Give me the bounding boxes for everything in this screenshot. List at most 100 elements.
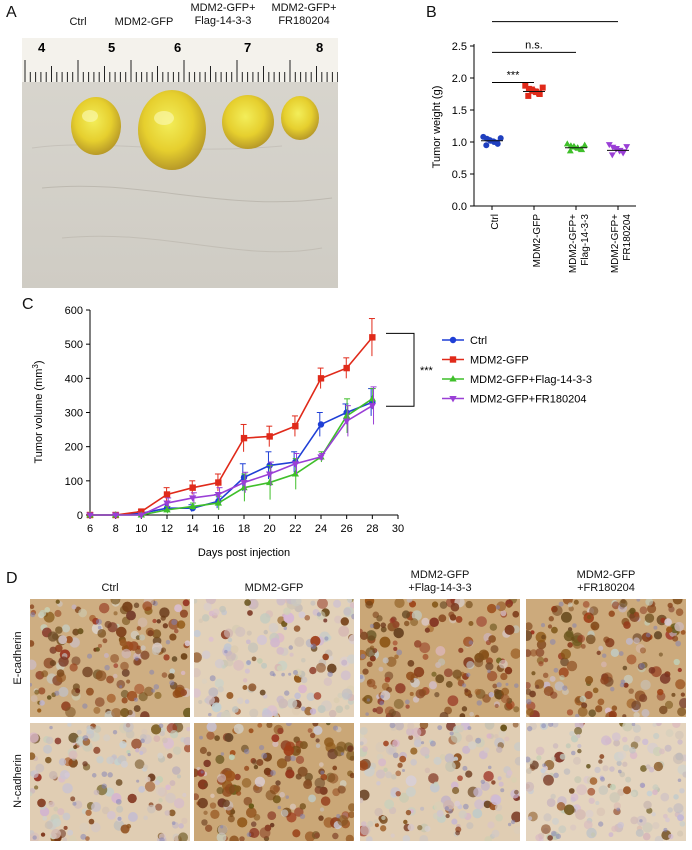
- ihc-cell: [119, 741, 127, 749]
- ihc-cell: [251, 759, 258, 765]
- ihc-cell: [163, 654, 170, 661]
- ihc-cell: [484, 723, 495, 730]
- ihc-cell: [275, 780, 281, 786]
- ihc-cell: [162, 623, 169, 629]
- ihc-nucleus: [598, 821, 604, 827]
- ihc-cell: [206, 731, 215, 740]
- ihc-cell: [69, 663, 78, 672]
- ihc-cell: [667, 602, 673, 609]
- ihc-cell: [431, 601, 439, 608]
- ihc-cell: [641, 709, 650, 717]
- ihc-cell: [159, 607, 170, 618]
- ihc-cell: [120, 760, 128, 768]
- ihc-cell: [51, 828, 61, 839]
- ihc-nucleus: [169, 680, 175, 686]
- c-data-point: [240, 479, 248, 487]
- ihc-cell: [194, 768, 199, 778]
- ihc-cell: [169, 633, 177, 641]
- ihc-nucleus: [310, 643, 317, 650]
- ihc-nucleus: [285, 723, 292, 727]
- ihc-cell: [526, 649, 532, 657]
- ihc-cell: [573, 756, 581, 765]
- ihc-cell: [303, 779, 313, 790]
- ihc-cell: [176, 620, 186, 629]
- ihc-cell: [56, 669, 65, 677]
- tumor-mdm2-gfp: [138, 90, 206, 170]
- ihc-cell: [225, 658, 234, 667]
- c-legend-label: MDM2-GFP: [470, 355, 529, 367]
- ihc-cell: [574, 726, 583, 735]
- ihc-cell: [49, 659, 56, 667]
- b-significance-label: n.s.: [546, 20, 564, 21]
- ihc-cell: [47, 631, 59, 642]
- ihc-cell: [65, 706, 76, 717]
- ihc-cell: [91, 802, 102, 813]
- ihc-cell: [577, 748, 582, 754]
- ihc-cell: [540, 768, 546, 774]
- c-x-axis-label: Days post injection: [198, 547, 290, 559]
- ihc-cell: [655, 723, 662, 727]
- ihc-cell: [412, 696, 420, 703]
- ihc-cell: [613, 739, 621, 747]
- ihc-nucleus: [389, 723, 396, 729]
- ihc-image-ecad-flag: [360, 599, 520, 717]
- ihc-cell: [506, 770, 513, 776]
- panel-letter-d: D: [6, 570, 18, 587]
- ihc-cell: [46, 695, 52, 700]
- c-data-point: [214, 491, 223, 499]
- ihc-cell: [243, 796, 253, 806]
- ihc-cell: [233, 659, 244, 671]
- ihc-cell: [577, 743, 582, 749]
- ihc-nucleus: [401, 768, 406, 772]
- ihc-cell: [315, 738, 320, 743]
- ihc-cell: [135, 648, 142, 655]
- c-x-tick-label: 14: [187, 523, 199, 535]
- ihc-cell: [194, 652, 202, 663]
- c-data-point: [291, 461, 300, 468]
- ihc-cell: [93, 789, 100, 796]
- ihc-cell: [567, 642, 573, 648]
- ihc-cell: [360, 631, 369, 640]
- ihc-cell: [201, 650, 211, 660]
- ihc-nucleus: [153, 684, 160, 690]
- ihc-cell: [75, 688, 81, 694]
- ihc-cell: [595, 705, 603, 713]
- ihc-cell: [244, 765, 250, 771]
- ihc-cell: [379, 636, 391, 648]
- ihc-cell: [323, 677, 333, 686]
- ihc-cell: [622, 723, 633, 732]
- ihc-cell: [147, 804, 156, 814]
- ihc-cell: [267, 811, 277, 821]
- ihc-cell: [219, 605, 226, 613]
- c-x-tick-label: 28: [366, 523, 378, 535]
- ihc-cell: [550, 793, 556, 800]
- ihc-cell: [235, 626, 246, 637]
- ihc-cell: [344, 704, 350, 710]
- ihc-cell: [394, 654, 399, 660]
- c-data-point: [343, 364, 350, 372]
- ihc-cell: [236, 697, 244, 705]
- ihc-cell: [58, 758, 67, 766]
- b-data-point: [612, 146, 620, 153]
- ihc-cell: [592, 687, 599, 694]
- ihc-cell: [68, 835, 77, 841]
- ihc-nucleus: [392, 752, 399, 759]
- photo-label-line: Ctrl: [69, 16, 87, 28]
- ihc-cell: [407, 660, 415, 667]
- ihc-cell: [79, 822, 90, 833]
- ihc-cell: [204, 824, 213, 832]
- ihc-cell: [568, 606, 574, 612]
- ihc-cell: [595, 800, 600, 806]
- ihc-cell: [492, 683, 498, 689]
- ihc-nucleus: [97, 625, 102, 630]
- ihc-cell: [622, 744, 630, 752]
- ihc-cell: [405, 786, 416, 797]
- ihc-nucleus: [277, 805, 282, 810]
- ihc-cell: [652, 784, 659, 791]
- ihc-cell: [589, 606, 599, 616]
- ihc-cell: [584, 690, 593, 700]
- ihc-cell: [622, 736, 628, 743]
- ihc-cell: [30, 640, 35, 647]
- ihc-cell: [121, 648, 132, 659]
- ihc-cell: [392, 739, 400, 748]
